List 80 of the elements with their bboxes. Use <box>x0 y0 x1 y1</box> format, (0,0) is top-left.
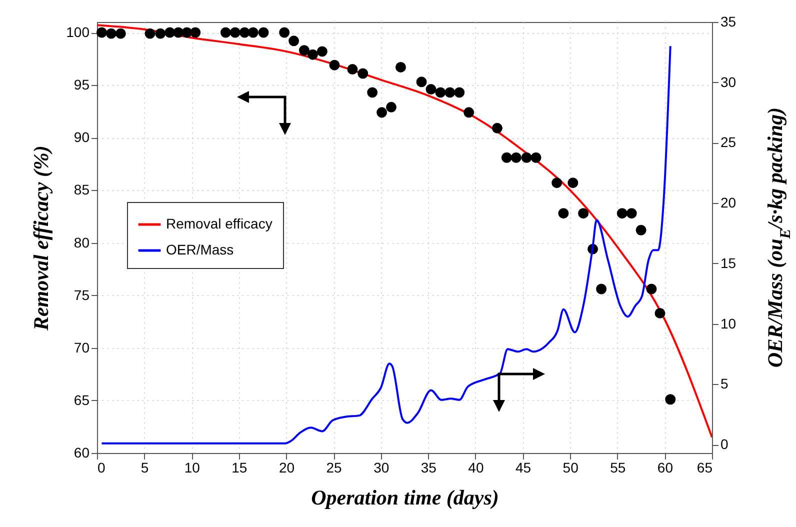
point <box>416 76 427 88</box>
y2-tick-label: 25 <box>720 134 736 150</box>
point <box>616 208 628 219</box>
point <box>426 84 436 95</box>
point <box>106 28 116 39</box>
point <box>521 152 532 163</box>
point <box>248 27 258 38</box>
y2-tick-label: 15 <box>720 254 736 271</box>
x-axis-title: Operation time (days) <box>311 486 499 510</box>
x-tick-label: 10 <box>184 460 200 476</box>
point <box>530 152 542 163</box>
x-tick-label: 40 <box>468 460 484 476</box>
point <box>316 46 328 57</box>
point <box>230 27 240 38</box>
point <box>395 62 406 72</box>
point <box>376 107 388 118</box>
x-tick-label: 65 <box>696 460 713 476</box>
point <box>568 178 578 188</box>
y-tick-label: 70 <box>74 339 90 356</box>
y-tick-label: 85 <box>74 182 90 198</box>
legend-label: OER/Mass <box>166 242 234 258</box>
y-tick-label: 75 <box>74 286 90 303</box>
point <box>626 208 637 219</box>
x-tick-label: 35 <box>420 460 437 476</box>
point <box>510 152 522 163</box>
legend-label: Removal efficacy <box>166 216 272 232</box>
point <box>596 284 607 294</box>
point <box>164 27 176 38</box>
point <box>444 87 456 98</box>
y-tick-label: 80 <box>74 234 90 250</box>
point <box>155 28 166 39</box>
point <box>288 36 300 46</box>
x-tick-label: 50 <box>562 460 579 476</box>
y2-tick-label: 30 <box>720 74 736 90</box>
y2-tick-label: 35 <box>720 14 736 30</box>
point <box>258 27 269 38</box>
y2-tick-label: 5 <box>720 376 728 392</box>
point <box>552 178 562 188</box>
point <box>279 27 290 38</box>
point <box>96 27 107 38</box>
point <box>144 28 156 39</box>
point <box>454 87 465 98</box>
point <box>358 68 368 79</box>
point <box>307 49 318 60</box>
x-tick-label: 60 <box>657 460 674 476</box>
point <box>220 27 231 38</box>
point <box>646 284 657 294</box>
y-tick-label: 90 <box>74 129 90 146</box>
y-axis-title: Removal efficacy (%) <box>29 145 54 332</box>
point <box>654 308 666 318</box>
y2-tick-label: 0 <box>720 436 728 452</box>
point <box>298 45 310 56</box>
point <box>190 27 201 38</box>
point <box>367 87 378 98</box>
point <box>578 208 589 219</box>
y-tick-label: 100 <box>66 24 90 40</box>
x-tick-label: 15 <box>232 460 248 476</box>
point <box>558 208 569 219</box>
point <box>115 28 126 39</box>
point <box>347 64 358 75</box>
x-tick-label: 5 <box>140 460 149 476</box>
point <box>435 87 446 98</box>
x-tick-label: 0 <box>98 460 106 476</box>
point <box>492 122 502 134</box>
y-tick-label: 65 <box>74 392 90 408</box>
x-tick-label: 25 <box>326 460 342 476</box>
y2-tick-label: 10 <box>720 315 736 332</box>
point <box>665 394 676 405</box>
y2-tick-label: 20 <box>720 194 736 211</box>
point <box>501 152 512 163</box>
point <box>464 107 474 118</box>
x-tick-label: 30 <box>374 460 390 476</box>
point <box>329 60 340 70</box>
y-tick-label: 95 <box>74 76 90 93</box>
x-tick-label: 55 <box>610 460 626 476</box>
y-tick-label: 60 <box>74 444 90 460</box>
x-tick-label: 20 <box>278 460 295 476</box>
point <box>636 224 646 236</box>
point <box>386 102 396 112</box>
x-tick-label: 45 <box>515 460 532 476</box>
